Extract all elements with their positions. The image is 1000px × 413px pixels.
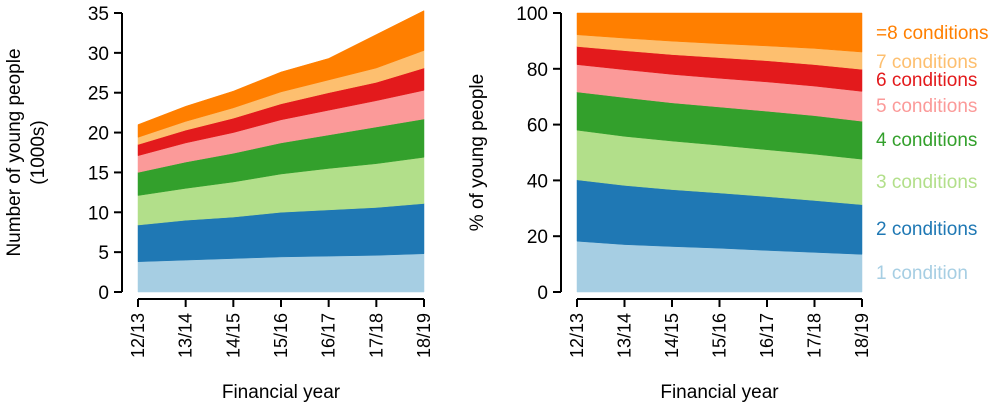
left-y-axis-title: Number of young people [4,48,25,256]
legend-label-7: 7 conditions [876,52,977,73]
right-y-tick-label: 20 [527,227,548,248]
left-y-tick-label: 10 [88,203,109,224]
right-x-axis-title: Financial year [660,382,779,403]
left-x-tick-label: 17/18 [366,313,386,358]
left-x-tick-label: 14/15 [223,313,243,358]
right-y-tick-label: 60 [527,116,548,137]
left-y-tick-label: 5 [98,243,109,264]
legend-label-8: =8 conditions [876,23,989,44]
right-y-tick-label: 100 [516,4,548,25]
left-y-tick-label: 0 [98,283,109,304]
right-chart-group: 0 20 40 60 80 100 12/13 13/14 14/15 15/16 16/17 17/… [467,4,989,403]
left-y-tick-label: 25 [88,84,109,105]
left-y-tick-label: 20 [88,124,109,145]
right-y-tick-label: 0 [537,283,548,304]
left-x-tick-label: 16/17 [319,313,339,358]
left-y-axis: 0 5 10 15 20 25 30 35 [88,4,123,304]
right-x-tick-label: 15/16 [710,313,730,358]
legend: 1 condition 2 conditions 3 conditions 4 con… [876,23,989,284]
right-x-tick-label: 12/13 [567,313,587,358]
right-y-axis: 0 20 40 60 80 100 [516,4,562,304]
legend-label-3: 3 conditions [876,172,977,193]
left-x-axis-title: Financial year [222,382,341,403]
right-y-tick-label: 40 [527,171,548,192]
right-x-tick-label: 14/15 [662,313,682,358]
right-y-tick-label: 80 [527,60,548,81]
left-x-tick-label: 12/13 [128,313,148,358]
left-area-series-8 [137,10,425,138]
right-area-series-8 [576,12,863,53]
left-y-tick-label: 30 [88,44,109,65]
right-x-tick-label: 13/14 [615,313,635,358]
left-y-tick-label: 15 [88,163,109,184]
left-x-axis: 12/13 13/14 14/15 15/16 16/17 17/18 18/19 [128,298,434,358]
legend-label-5: 5 conditions [876,96,977,117]
right-x-tick-label: 18/19 [852,313,872,358]
left-y-axis-title: (1000s) [28,120,49,184]
right-x-axis: 12/13 13/14 14/15 15/16 16/17 17/18 18/19 [567,298,872,358]
right-x-tick-label: 17/18 [805,313,825,358]
legend-label-1: 1 condition [876,263,968,284]
left-x-tick-label: 18/19 [414,313,434,358]
legend-label-4: 4 conditions [876,130,977,151]
right-y-axis-title: % of young people [467,74,488,231]
legend-label-2: 2 conditions [876,219,977,240]
left-x-tick-label: 13/14 [176,313,196,358]
right-x-tick-label: 16/17 [757,313,777,358]
left-y-tick-label: 35 [88,4,109,25]
left-x-tick-label: 15/16 [271,313,291,358]
legend-label-6: 6 conditions [876,70,977,91]
